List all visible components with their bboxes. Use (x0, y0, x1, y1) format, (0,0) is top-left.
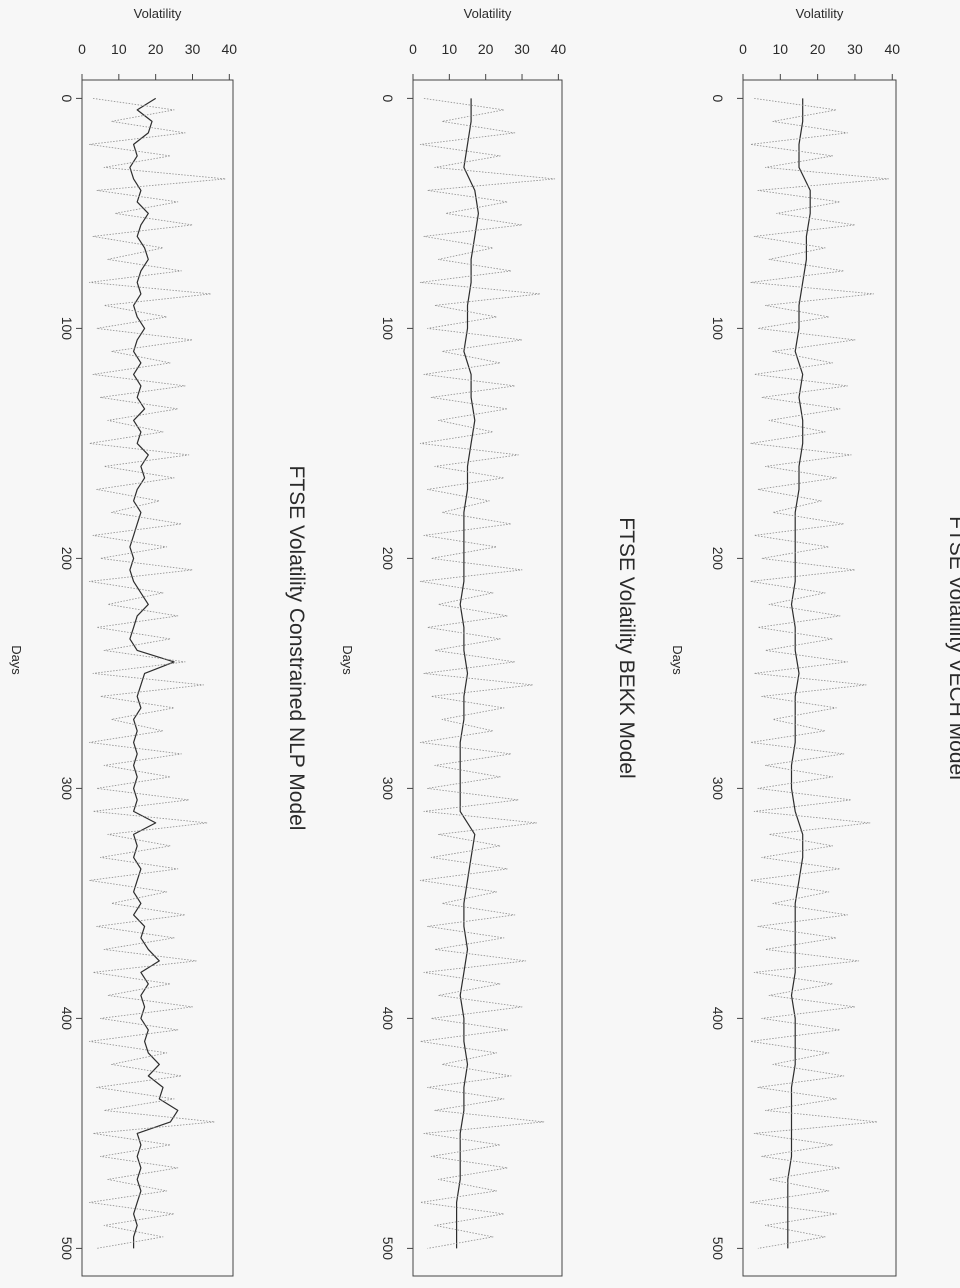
y-tick-label: 40 (551, 41, 567, 57)
chart-panel-3: 0 10 20 30 40 Volatility 0 100 200 300 400 500 Days F… (670, 6, 960, 1277)
x-tick-label: 0 (710, 95, 726, 103)
observed-volatility-line (750, 98, 889, 1249)
y-tick-label: 30 (847, 41, 863, 57)
x-tick-label: 500 (380, 1237, 396, 1261)
chart-panel-1: 0 10 20 30 40 Volatility 0 100 200 300 400 500 Days F… (9, 6, 308, 1277)
x-tick-label: 0 (59, 95, 75, 103)
x-tick-label: 300 (59, 777, 75, 801)
x-tick-label: 500 (710, 1237, 726, 1261)
y-tick-label: 40 (884, 41, 900, 57)
x-tick-label: 200 (710, 547, 726, 571)
observed-volatility-line (419, 98, 556, 1249)
y-tick-label: 10 (111, 41, 127, 57)
observed-volatility-line (89, 98, 227, 1249)
y-tick-label: 10 (442, 41, 458, 57)
y-tick-label: 30 (514, 41, 530, 57)
y-tick-label: 30 (185, 41, 201, 57)
x-tick-label: 300 (710, 777, 726, 801)
y-tick-label: 20 (148, 41, 164, 57)
y-axis-title: Volatility (464, 6, 512, 21)
y-tick-label: 10 (773, 41, 789, 57)
y-tick-label: 20 (810, 41, 826, 57)
chart-title: FTSE Volatility VECH Model (945, 516, 960, 780)
x-tick-label: 400 (710, 1007, 726, 1031)
chart-title: FTSE Volatility Constrained NLP Model (285, 466, 308, 831)
x-axis-title: Days (9, 645, 24, 675)
y-axis-title: Volatility (134, 6, 182, 21)
plot-frame (412, 79, 563, 1277)
chart-panel-2: 0 10 20 30 40 Volatility 0 100 200 300 400 500 Days F… (340, 6, 638, 1277)
x-tick-label: 100 (59, 317, 75, 341)
y-tick-label: 20 (478, 41, 494, 57)
x-tick-label: 300 (380, 777, 396, 801)
x-tick-label: 500 (59, 1237, 75, 1261)
x-tick-label: 0 (380, 95, 396, 103)
model-volatility-line (787, 98, 811, 1249)
x-tick-label: 100 (380, 317, 396, 341)
model-volatility-line (129, 97, 179, 1249)
y-tick-label: 0 (78, 41, 86, 57)
x-tick-label: 200 (59, 547, 75, 571)
x-tick-label: 100 (710, 317, 726, 341)
plot-frame (81, 79, 234, 1277)
x-axis-title: Days (670, 645, 685, 675)
y-tick-label: 0 (409, 41, 417, 57)
y-axis-title: Volatility (796, 6, 844, 21)
y-tick-label: 0 (739, 41, 747, 57)
x-tick-label: 400 (380, 1007, 396, 1031)
chart-title: FTSE Volatility BEKK Model (615, 517, 638, 778)
x-axis-title: Days (340, 645, 355, 675)
x-tick-label: 200 (380, 547, 396, 571)
plot-frame (742, 79, 897, 1277)
model-volatility-line (456, 98, 479, 1249)
y-tick-label: 40 (222, 41, 238, 57)
x-tick-label: 400 (59, 1007, 75, 1031)
